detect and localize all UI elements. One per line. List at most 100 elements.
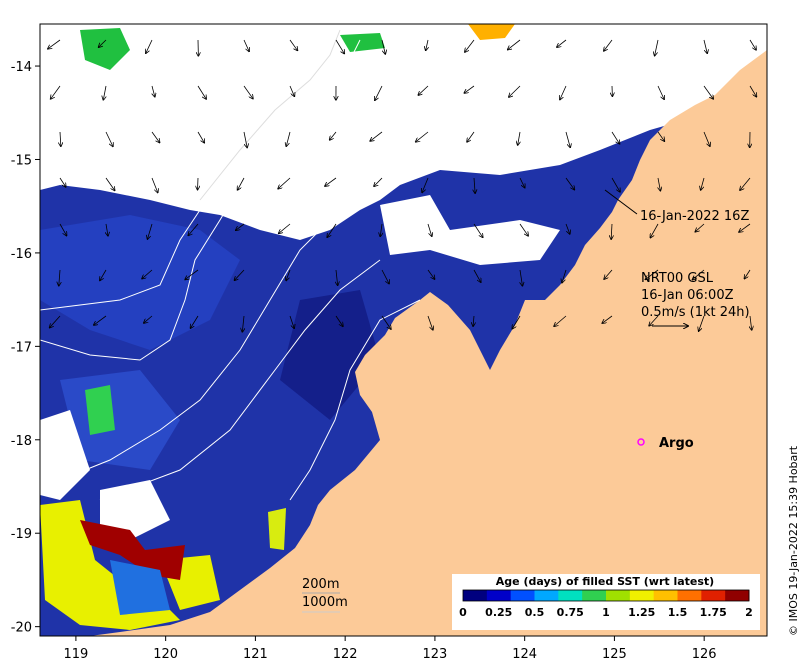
current-vector [59, 223, 67, 236]
current-vector [467, 131, 475, 142]
plot-area [40, 24, 767, 636]
current-vector [335, 315, 343, 326]
current-vector [565, 131, 570, 147]
current-vector [703, 39, 707, 53]
current-vector [279, 223, 291, 233]
current-vector [565, 223, 570, 234]
current-vector [243, 39, 249, 51]
cloud-cover [40, 24, 767, 240]
current-vector [703, 85, 713, 99]
current-vector [650, 223, 659, 238]
current-vector [151, 177, 158, 193]
current-vector [512, 315, 521, 329]
contour-200-legend: 200m [302, 577, 339, 592]
colorbar-swatch [701, 590, 726, 601]
colorbar-ticks: 0 0.25 0.5 0.75 1 1.25 1.5 1.75 2 [459, 606, 753, 619]
current-vector [611, 223, 612, 239]
current-vector [465, 39, 475, 52]
x-tick-label: 121 [243, 647, 268, 662]
current-vector [99, 39, 107, 47]
cloud-cover [100, 480, 170, 540]
current-vector [197, 85, 206, 99]
current-vector [611, 177, 620, 192]
current-vector [48, 39, 61, 49]
current-vector [560, 85, 567, 100]
x-axis: 119 120 121 122 123 124 125 126 [63, 636, 717, 662]
colorbar-frame [462, 589, 750, 602]
colorbar-background [452, 574, 760, 630]
track-label: 16-Jan-2022 16Z [640, 209, 749, 224]
colorbar-tick-label: 0.75 [557, 606, 584, 619]
current-vector [330, 131, 337, 140]
x-tick-label: 124 [512, 647, 537, 662]
current-vector [51, 85, 61, 99]
current-vector [749, 39, 756, 50]
current-vector [151, 131, 160, 142]
current-vector [422, 177, 429, 192]
current-vector [60, 131, 61, 146]
contour-200m [40, 209, 201, 311]
current-vector [473, 223, 483, 237]
plot-frame [39, 23, 768, 637]
current-vector [604, 269, 613, 279]
current-vector [197, 131, 204, 143]
current-vector [658, 177, 660, 191]
current-vector [426, 39, 428, 50]
current-vector [243, 131, 247, 148]
current-vector [289, 39, 297, 50]
current-vector [103, 85, 106, 100]
current-vector [693, 269, 705, 280]
current-vector [519, 223, 528, 236]
current-vector [739, 223, 751, 232]
colorbar-title: Age (days) of filled SST (wrt latest) [496, 575, 714, 588]
sst-green-patch [80, 28, 130, 70]
current-vector [703, 131, 710, 146]
current-vector [474, 177, 475, 193]
current-vector [188, 223, 199, 235]
current-vector [105, 131, 113, 146]
current-vector [611, 131, 620, 144]
current-vector [234, 269, 245, 280]
current-vector [152, 85, 155, 97]
colorbar-tick-label: 0 [459, 606, 467, 619]
current-vector [142, 269, 153, 279]
current-vector [236, 223, 245, 230]
current-vector [381, 39, 385, 54]
current-vector [645, 269, 659, 279]
colorbar-tick-label: 1 [602, 606, 610, 619]
sst-orange-patch [468, 24, 515, 40]
current-vector [554, 315, 567, 326]
y-tick-label: -19 [11, 527, 32, 542]
colorbar-swatch [510, 590, 535, 601]
sst-deep-blue [280, 290, 380, 420]
current-vector [94, 315, 107, 325]
current-vector [381, 269, 389, 284]
colorbar-swatch [582, 590, 607, 601]
current-vector [185, 269, 199, 279]
cloud-cover [40, 410, 90, 500]
y-tick-label: -14 [11, 60, 32, 75]
current-vector [701, 177, 705, 190]
current-vector [100, 269, 107, 280]
current-vector [50, 315, 61, 328]
current-vector [427, 269, 435, 279]
current-vector [147, 223, 153, 239]
contour-1000-legend: 1000m [302, 595, 348, 610]
colorbar-swatch [463, 590, 488, 601]
current-vector [336, 269, 338, 285]
colorbar-tick-label: 1.5 [668, 606, 688, 619]
current-vector [59, 269, 60, 286]
current-vector [286, 269, 291, 280]
current-vector [744, 269, 751, 279]
colorbar-tick-label: 2 [745, 606, 753, 619]
land-mass [90, 50, 767, 636]
current-vector [602, 315, 613, 323]
cloud-cover [380, 195, 560, 265]
colorbar-swatches [463, 590, 750, 601]
colorbar-tick-label: 1.75 [700, 606, 727, 619]
current-vector [508, 39, 521, 50]
colorbar: Age (days) of filled SST (wrt latest) 0 0… [452, 574, 760, 630]
argo-marker[interactable] [637, 438, 645, 446]
current-vector [464, 85, 475, 93]
current-scale-label: 0.5m/s (1kt 24h) [641, 305, 750, 320]
